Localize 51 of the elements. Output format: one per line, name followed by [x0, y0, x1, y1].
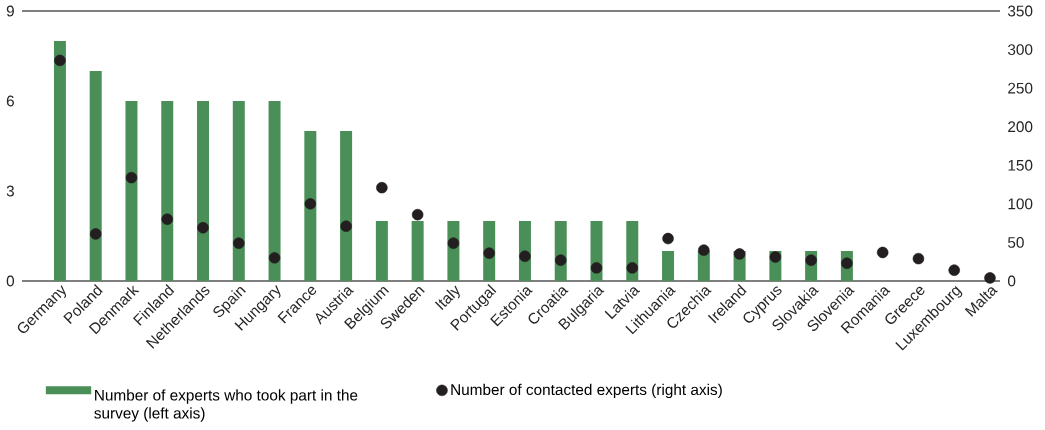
- point: [876, 246, 889, 259]
- point: [769, 251, 782, 263]
- bar: [662, 251, 675, 281]
- y2-tick-label: 150: [1008, 159, 1033, 171]
- y2-tick-label: 200: [1008, 121, 1033, 133]
- bar: [197, 101, 210, 281]
- point: [662, 232, 674, 245]
- y2-tick-label: 50: [1007, 237, 1024, 248]
- bar: [304, 131, 317, 281]
- legend-label: Number of experts who took part in the survey (left axis): [94, 389, 358, 422]
- y2-tick-label: 250: [1008, 82, 1033, 94]
- bar: [411, 221, 424, 281]
- point: [483, 247, 495, 259]
- y-tick-label: 6: [6, 95, 14, 107]
- point: [89, 228, 102, 240]
- point: [161, 213, 173, 226]
- y-tick-label: 9: [6, 5, 14, 17]
- point: [733, 248, 746, 260]
- point: [447, 237, 460, 249]
- point: [912, 252, 925, 265]
- bar: [268, 101, 281, 281]
- y-tick-label: 3: [6, 185, 14, 197]
- y2-tick-label: 350: [1007, 5, 1033, 17]
- point: [698, 244, 710, 256]
- point: [54, 54, 66, 67]
- point: [340, 220, 352, 232]
- y-tick-label: 0: [6, 275, 15, 287]
- point: [948, 264, 960, 276]
- point: [197, 222, 209, 234]
- y2-tick-label: 100: [1008, 198, 1033, 210]
- bar: [375, 221, 388, 281]
- point: [233, 237, 245, 249]
- y2-tick-label: 0: [1007, 275, 1016, 287]
- point: [984, 272, 996, 284]
- point: [268, 252, 281, 264]
- point: [304, 198, 317, 210]
- y2-tick-label: 300: [1007, 44, 1033, 55]
- bar: [232, 101, 245, 281]
- point: [626, 262, 639, 274]
- bar: [89, 71, 102, 281]
- bar: [161, 101, 174, 281]
- bar: [340, 131, 353, 281]
- bar: [125, 101, 138, 281]
- point: [590, 262, 603, 274]
- point: [411, 208, 424, 221]
- point: [376, 181, 388, 194]
- bar: [53, 41, 66, 281]
- point: [554, 254, 567, 266]
- point: [125, 171, 138, 184]
- point: [519, 250, 531, 263]
- legend-label: Number of contacted experts (right axis): [451, 383, 722, 399]
